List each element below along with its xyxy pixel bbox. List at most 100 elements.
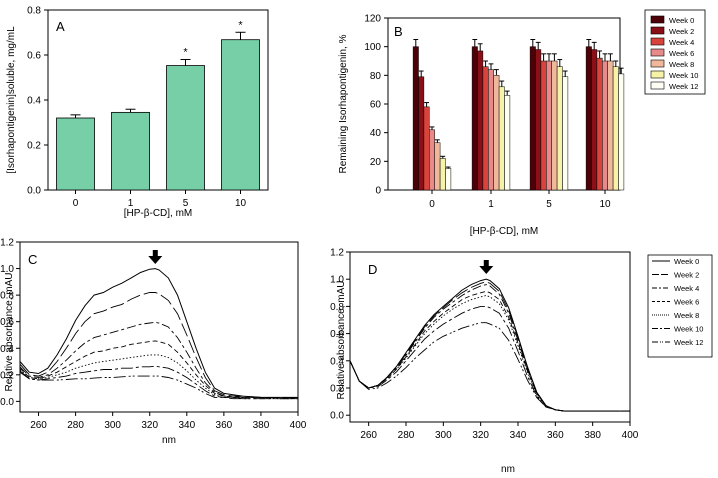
spectrum-line [349, 305, 630, 412]
x-tick-label: 5 [183, 198, 189, 209]
x-tick-label: 380 [253, 420, 270, 431]
panel-d: D Relative absorbance, mAU nm 0.0 0.2 0.4 0… [330, 248, 713, 475]
legend-label: Week 0 [669, 16, 694, 25]
bar [556, 66, 563, 191]
spectrum-line [19, 371, 298, 400]
spectrum-line [19, 365, 298, 400]
spectrum-line [19, 292, 298, 398]
y-tick-label: 0.6 [0, 317, 14, 328]
legend-swatch [650, 48, 665, 57]
significance-marker: * [238, 19, 243, 31]
bar [482, 66, 489, 191]
x-tick-label: 300 [435, 430, 452, 441]
y-tick-label: 1.0 [0, 264, 14, 275]
bar [540, 60, 547, 191]
panel-a-label: A [56, 19, 65, 34]
bar [439, 158, 446, 191]
panel-c-frame [19, 241, 299, 413]
panel-b-ylabel: Remaining Isorhapontigenin, % [338, 34, 349, 173]
y-tick-label: 0.4 [27, 96, 41, 107]
bar [607, 60, 614, 191]
y-tick-label: 0.6 [27, 51, 41, 62]
bar [166, 65, 205, 191]
panel-c-label: C [28, 252, 37, 267]
y-tick-label: 0.2 [27, 141, 41, 152]
bar [504, 95, 511, 191]
y-tick-label: 120 [364, 14, 381, 25]
panel-b-xlabel: [HP-β-CD], mM [470, 226, 539, 237]
x-tick-label: 260 [360, 430, 377, 441]
y-tick-label: 0.8 [0, 291, 14, 302]
x-tick-label: 10 [235, 198, 247, 209]
panel-d-ylabel: Relative absorbance, mAU [336, 281, 347, 400]
legend-label: Week 10 [669, 71, 698, 80]
y-tick-label: 80 [370, 71, 382, 82]
bar [445, 168, 452, 191]
spectrum-line [349, 290, 630, 412]
legend-label: Week 12 [669, 82, 698, 91]
y-tick-label: 0.8 [330, 302, 344, 313]
x-tick-label: 320 [472, 430, 489, 441]
bar [562, 76, 569, 191]
bar [493, 75, 500, 191]
y-tick-label: 0.2 [330, 384, 344, 395]
x-tick-label: 360 [216, 420, 233, 431]
legend-label: Week 4 [674, 284, 699, 293]
bar [429, 129, 435, 191]
spectrum-line [19, 340, 299, 400]
bar [591, 49, 598, 191]
spectrum-line [349, 284, 630, 412]
panel-a-xlabel: [HP-β-CD], mM [124, 208, 193, 219]
x-tick-label: 400 [290, 420, 307, 431]
x-tick-label: 300 [104, 420, 121, 431]
spectrum-line [349, 278, 630, 412]
peak-arrow-head [148, 256, 163, 264]
bar [551, 60, 558, 191]
y-tick-label: 0.4 [330, 356, 344, 367]
legend-swatch [650, 15, 665, 24]
panel-d-xlabel: nm [501, 464, 515, 475]
significance-marker: * [183, 47, 188, 59]
x-tick-label: 360 [547, 430, 564, 441]
legend-swatch [650, 59, 665, 68]
y-tick-label: 40 [370, 128, 382, 139]
bar [602, 60, 608, 191]
spectrum-line [349, 281, 630, 412]
legend-swatch [650, 37, 665, 46]
bar [471, 46, 478, 191]
x-tick-label: 380 [584, 430, 601, 441]
peak-arrow-shaft [483, 260, 489, 266]
panel-d-legend [647, 254, 713, 358]
bar [585, 46, 592, 191]
y-tick-label: 60 [370, 100, 382, 111]
legend-label: Week 6 [674, 298, 699, 307]
x-tick-label: 340 [510, 430, 527, 441]
x-tick-label: 320 [141, 420, 158, 431]
panel-b: B Remaining Isorhapontigenin, % [HP-β-CD… [338, 9, 706, 237]
bar [498, 86, 505, 191]
y-tick-label: 0 [375, 186, 381, 197]
legend-label: Week 2 [669, 27, 694, 36]
y-tick-label: 0.4 [0, 344, 14, 355]
bar [434, 142, 441, 191]
bar [535, 49, 542, 191]
y-tick-label: 1.2 [330, 248, 344, 259]
panel-d-frame [349, 251, 631, 423]
x-tick-label: 400 [622, 430, 639, 441]
y-tick-label: 0.0 [0, 397, 14, 408]
bar [546, 60, 552, 191]
y-tick-label: 0.2 [0, 370, 14, 381]
x-tick-label: 280 [67, 420, 84, 431]
panel-c-xlabel: nm [162, 435, 176, 446]
y-tick-label: 0.6 [330, 329, 344, 340]
bar [412, 46, 419, 191]
spectrum-line [19, 268, 298, 398]
y-tick-label: 1.0 [330, 275, 344, 286]
panel-d-label: D [368, 262, 377, 277]
bar [477, 50, 484, 191]
legend-label: Week 10 [674, 325, 703, 334]
y-tick-label: 0.8 [27, 6, 41, 17]
legend-swatch [650, 26, 665, 35]
legend-label: Week 8 [669, 60, 694, 69]
